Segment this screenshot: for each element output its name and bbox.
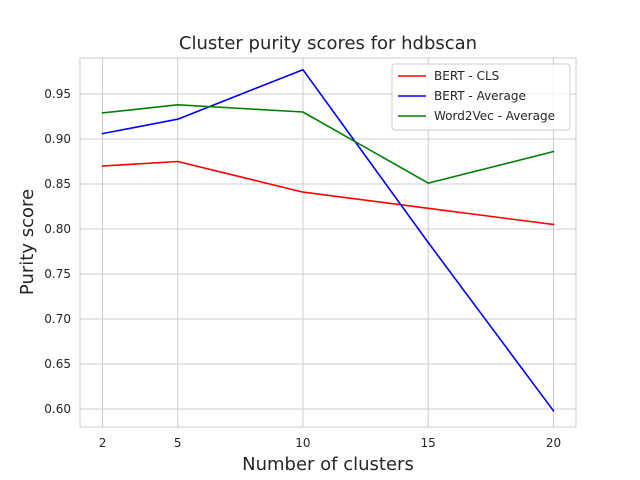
x-tick-label: 10	[295, 436, 310, 450]
y-tick-label: 0.65	[44, 357, 71, 371]
x-tick-label: 15	[421, 436, 436, 450]
y-tick-label: 0.90	[44, 132, 71, 146]
y-tick-label: 0.70	[44, 312, 71, 326]
y-tick-label: 0.85	[44, 177, 71, 191]
series-line-2	[101, 68, 555, 412]
series-line-3	[101, 104, 555, 184]
legend-box	[391, 63, 571, 131]
x-tick-label: 5	[174, 436, 182, 450]
series-line-1	[101, 160, 555, 226]
x-tick-label: 2	[99, 436, 107, 450]
grid	[80, 58, 576, 427]
chart-title: Cluster purity scores for hdbscan	[179, 33, 477, 54]
y-tick-label: 0.75	[44, 267, 71, 281]
x-axis-label: Number of clusters	[242, 454, 414, 475]
x-tick-labels: 2 5 10 15 20	[99, 436, 561, 450]
legend-label: BERT - CLS	[434, 69, 499, 83]
y-tick-label: 0.80	[44, 222, 71, 236]
x-tick-label: 20	[546, 436, 561, 450]
series-layer	[101, 68, 555, 412]
legend-label: Word2Vec - Average	[434, 109, 555, 123]
y-axis-label: Purity score	[17, 189, 38, 295]
plot-area: BERT - CLS BERT - Average Word2Vec - Avera…	[79, 57, 577, 428]
y-tick-label: 0.60	[44, 402, 71, 416]
y-tick-label: 0.95	[44, 87, 71, 101]
y-tick-labels: 0.60 0.65 0.70 0.75 0.80 0.85 0.90 0.95	[44, 87, 71, 416]
legend-label: BERT - Average	[434, 89, 526, 103]
legend: BERT - CLS BERT - Average Word2Vec - Avera…	[391, 63, 571, 131]
